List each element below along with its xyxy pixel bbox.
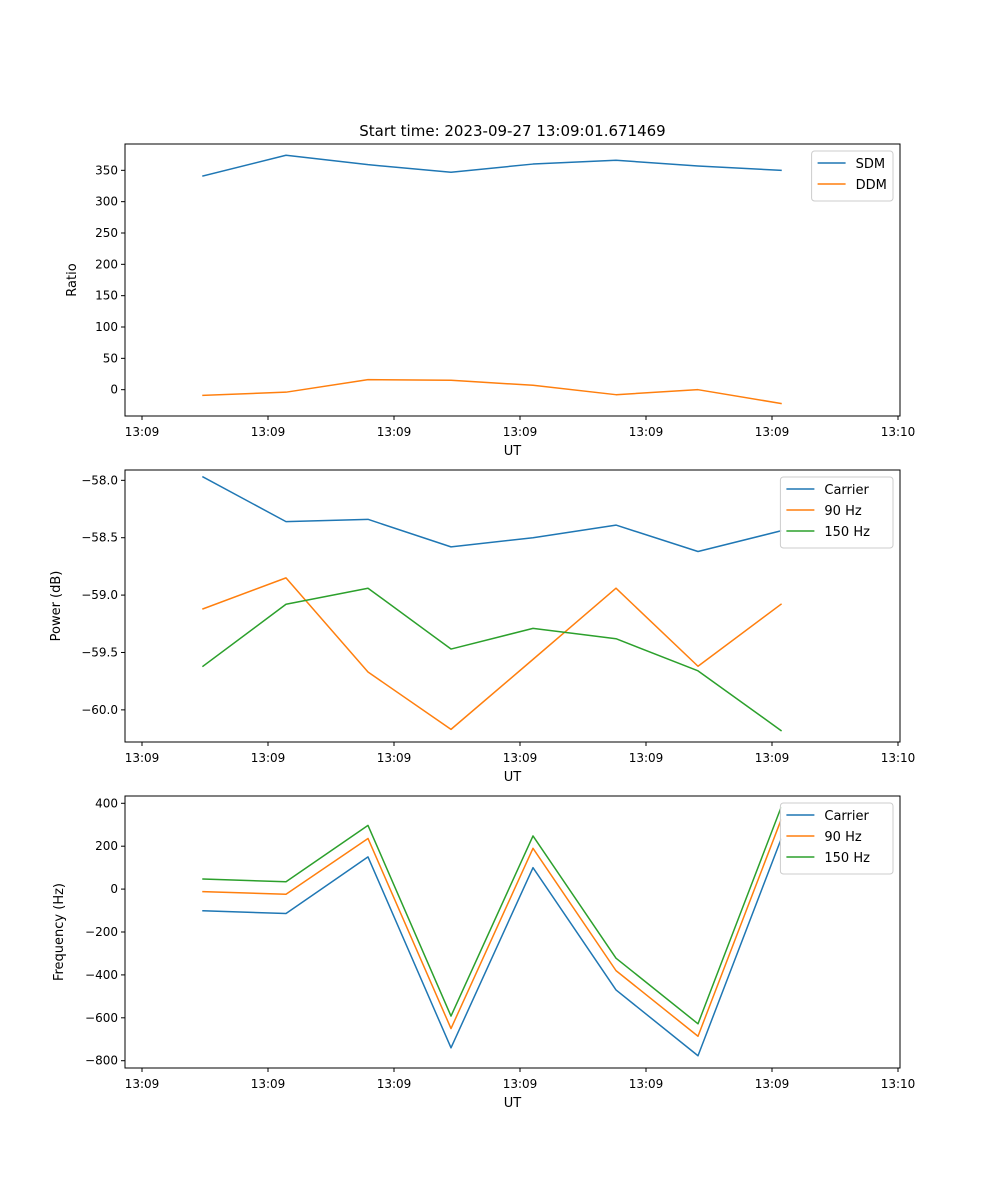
y-axis-label: Frequency (Hz) (52, 883, 67, 981)
y-tick-label: −58.5 (81, 531, 118, 545)
series-line-90-hz (202, 577, 783, 731)
x-tick-label: 13:09 (377, 1077, 412, 1091)
y-axis-label: Power (dB) (49, 571, 64, 642)
series-line-150-hz (201, 587, 783, 732)
series-line-sdm (202, 154, 782, 177)
series-line-90-hz (202, 819, 782, 1037)
series-line-ddm (202, 378, 782, 405)
x-tick-label: 13:09 (755, 425, 790, 439)
x-tick-label: 13:09 (629, 425, 664, 439)
x-axis-label: UT (504, 444, 522, 459)
x-tick-label: 13:09 (503, 425, 538, 439)
legend-entry: 150 Hz (824, 851, 870, 866)
legend-entry: 90 Hz (824, 830, 861, 845)
x-tick-label: 13:09 (125, 751, 160, 765)
series-line-carrier (201, 475, 782, 553)
x-tick-label: 13:09 (629, 751, 664, 765)
y-tick-label: −58.0 (81, 473, 118, 487)
axes-frame (124, 469, 901, 743)
series-line-150-hz (202, 806, 782, 1025)
legend-entry: 90 Hz (824, 504, 861, 519)
subplot-2: 13:09 13:09 13:09 13:09 13:09 13:09 13:10 −60.0… (49, 469, 916, 785)
y-tick-label: 250 (95, 226, 118, 240)
y-axis-label: Ratio (65, 263, 80, 296)
x-tick-label: 13:09 (377, 751, 412, 765)
x-tick-label: 13:09 (755, 1077, 790, 1091)
legend-entry: 150 Hz (824, 525, 870, 540)
y-tick-label: −800 (85, 1054, 118, 1068)
legend-entry: DDM (856, 178, 887, 193)
y-tick-label: 100 (95, 320, 118, 334)
x-tick-label: 13:10 (881, 425, 916, 439)
y-tick-label: −400 (85, 968, 118, 982)
x-tick-label: 13:09 (251, 751, 286, 765)
y-tick-label: −60.0 (81, 703, 118, 717)
legend: SDM DDM (811, 150, 894, 202)
y-tick-label: 350 (95, 163, 118, 177)
x-tick-label: 13:10 (881, 1077, 916, 1091)
y-tick-label: 300 (95, 195, 118, 209)
y-tick-label: 200 (95, 839, 118, 853)
x-tick-label: 13:09 (377, 425, 412, 439)
series-line-carrier (202, 838, 782, 1057)
legend: Carrier 90 Hz 150 Hz (779, 802, 894, 875)
y-tick-label: −59.5 (81, 645, 118, 659)
x-tick-label: 13:09 (251, 1077, 286, 1091)
y-tick-label: 200 (95, 257, 118, 271)
legend-entry: Carrier (824, 809, 869, 824)
x-axis-label: UT (504, 770, 522, 785)
legend-entry: SDM (856, 157, 885, 172)
x-tick-label: 13:09 (755, 751, 790, 765)
subplot-3: 13:09 13:09 13:09 13:09 13:09 13:09 13:10 −800 −… (52, 795, 916, 1111)
figure-title: Start time: 2023-09-27 13:09:01.671469 (359, 122, 665, 140)
y-tick-label: −200 (85, 925, 118, 939)
x-tick-label: 13:09 (629, 1077, 664, 1091)
y-tick-label: 150 (95, 289, 118, 303)
x-tick-label: 13:09 (125, 1077, 160, 1091)
x-axis-label: UT (504, 1096, 522, 1111)
legend-entry: Carrier (824, 483, 869, 498)
subplot-1: 13:09 13:09 13:09 13:09 13:09 13:09 13:10 0 50 10… (65, 143, 916, 459)
axes-frame (124, 143, 901, 417)
x-tick-label: 13:09 (125, 425, 160, 439)
legend: Carrier 90 Hz 150 Hz (779, 476, 894, 549)
y-tick-label: 0 (110, 882, 118, 896)
y-tick-label: 50 (103, 351, 118, 365)
x-tick-label: 13:10 (881, 751, 916, 765)
x-tick-label: 13:09 (503, 1077, 538, 1091)
y-tick-label: 400 (95, 796, 118, 810)
y-tick-label: 0 (110, 383, 118, 397)
y-tick-label: −59.0 (81, 588, 118, 602)
y-tick-label: −600 (85, 1011, 118, 1025)
subplots: 13:09 13:09 13:09 13:09 13:09 13:09 13:10 0 50 10… (49, 143, 916, 1111)
x-tick-label: 13:09 (503, 751, 538, 765)
x-tick-label: 13:09 (251, 425, 286, 439)
